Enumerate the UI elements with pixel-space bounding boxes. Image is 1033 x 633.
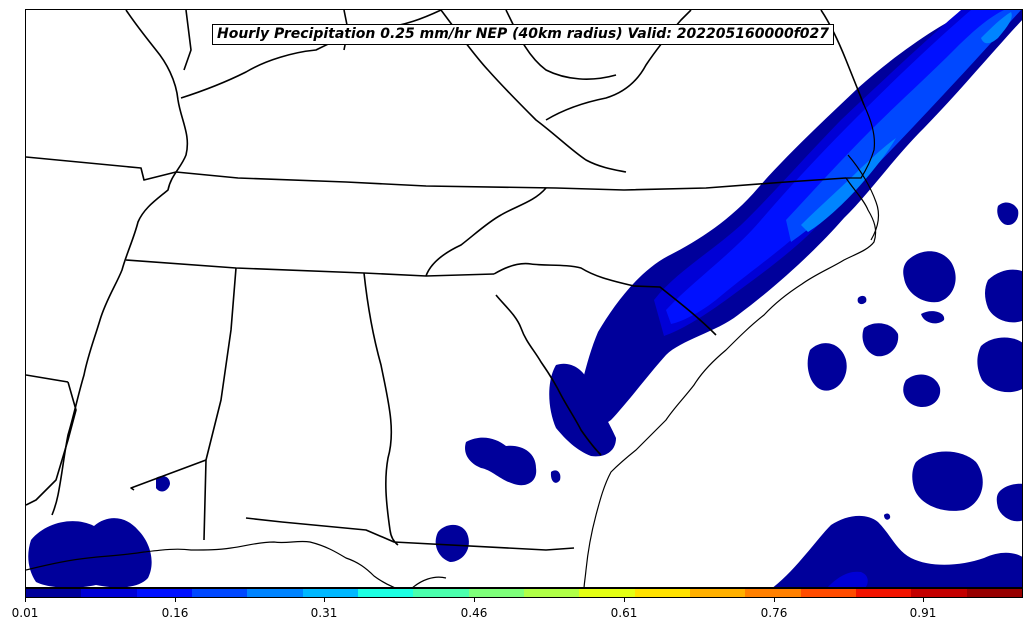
fill-blob-atl-9 xyxy=(912,451,983,511)
border-la-ms xyxy=(26,381,77,506)
fill-blob-atl-1 xyxy=(903,251,956,303)
fill-blob-ga-coast-small xyxy=(550,470,561,483)
coastline-fl-panhandle xyxy=(412,576,447,587)
coastline-atlantic xyxy=(583,104,877,587)
border-nc-sc-ga xyxy=(425,187,547,277)
colorbar-tick-label: 0.61 xyxy=(610,606,638,620)
fill-blob-ga-south xyxy=(435,524,469,562)
border-ar-la xyxy=(26,374,69,383)
border-ms-al xyxy=(203,267,237,541)
fill-blob-atl-south xyxy=(773,515,1022,587)
border-il-in xyxy=(183,10,192,71)
colorbar-segment xyxy=(579,589,635,597)
fill-blob-atl-2 xyxy=(985,269,1022,323)
border-tn-ky-line xyxy=(26,156,847,191)
fill-blob-ms-coast xyxy=(28,518,152,587)
fill-blob-atl-south-inner xyxy=(827,571,868,587)
colorbar xyxy=(25,588,1023,598)
border-nc-sc xyxy=(493,262,717,336)
colorbar-segment xyxy=(689,589,746,597)
fill-blob-atl-8 xyxy=(977,337,1022,393)
fill-blob-atl-7 xyxy=(903,374,941,408)
border-ga-sc-river xyxy=(495,294,602,456)
border-md-va xyxy=(820,10,865,106)
colorbar-segment xyxy=(523,589,580,597)
colorbar-segment xyxy=(745,589,801,597)
colorbar-tick xyxy=(474,598,475,602)
border-ky-wv xyxy=(440,10,627,173)
fill-blob-atl-5 xyxy=(921,311,945,324)
colorbar-segment xyxy=(468,589,524,597)
fill-band-high xyxy=(801,138,896,232)
border-mississippi-river xyxy=(51,10,189,516)
colorbar-tick-label: 0.76 xyxy=(760,606,788,620)
colorbar-segment xyxy=(413,589,469,597)
colorbar-segment xyxy=(855,589,912,597)
coastline-gulf xyxy=(26,540,395,587)
fill-blob-atl-4 xyxy=(862,323,899,357)
fill-blob-ga-sc xyxy=(549,363,616,457)
colorbar-tick-label: 0.01 xyxy=(11,606,39,620)
colorbar-segment xyxy=(247,589,303,597)
colorbar-tick-label: 0.91 xyxy=(909,606,937,620)
probability-fill-layer xyxy=(28,10,1022,587)
colorbar-tick-label: 0.46 xyxy=(460,606,488,620)
colorbar-tick-label: 0.31 xyxy=(310,606,338,620)
colorbar-tick xyxy=(774,598,775,602)
colorbar-segment xyxy=(26,589,82,597)
border-al-fl xyxy=(130,459,207,491)
fill-blob-atl-3 xyxy=(997,202,1019,226)
colorbar-tick xyxy=(624,598,625,602)
colorbar-tick xyxy=(324,598,325,602)
colorbar-segment xyxy=(81,589,137,597)
colorbar-segment xyxy=(966,589,1022,597)
boundaries-layer xyxy=(26,10,880,587)
colorbar-segment xyxy=(634,589,690,597)
map-title: Hourly Precipitation 0.25 mm/hr NEP (40k… xyxy=(212,24,835,45)
colorbar-segment xyxy=(136,589,192,597)
fill-blob-atl-11 xyxy=(996,483,1022,522)
colorbar-segment xyxy=(911,589,967,597)
border-tn-south-line xyxy=(125,259,495,277)
coastline-nc-outer-banks xyxy=(847,154,880,241)
colorbar-tick xyxy=(923,598,924,602)
fill-blob-atl-12 xyxy=(884,513,891,520)
colorbar-tick xyxy=(25,598,26,602)
map-panel: Hourly Precipitation 0.25 mm/hr NEP (40k… xyxy=(25,9,1023,588)
colorbar-segment xyxy=(191,589,248,597)
fill-blob-ga-center xyxy=(465,437,537,486)
colorbar-segment xyxy=(357,589,414,597)
fill-band-high-ne xyxy=(981,12,1012,44)
fill-blob-atl-10 xyxy=(857,295,867,305)
fill-blob-atl-6 xyxy=(807,343,847,391)
colorbar-tick-label: 0.16 xyxy=(161,606,189,620)
colorbar-segment xyxy=(800,589,856,597)
border-al-ga xyxy=(363,272,399,546)
border-ga-fl xyxy=(245,517,575,551)
map-canvas xyxy=(26,10,1022,587)
colorbar-tick xyxy=(175,598,176,602)
fill-blob-al-south xyxy=(156,476,170,492)
colorbar-segment xyxy=(302,589,358,597)
